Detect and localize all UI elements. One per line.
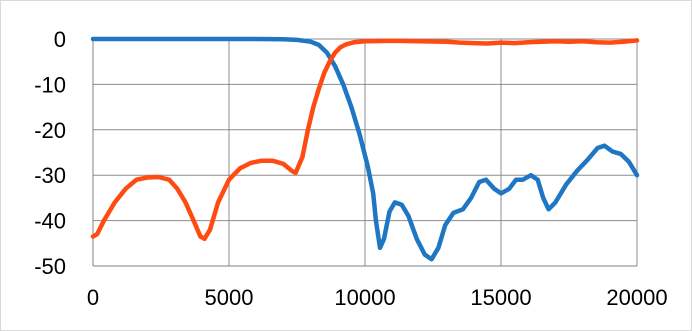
axes	[92, 39, 637, 267]
x-tick-label: 10000	[334, 285, 395, 310]
y-tick-label: -40	[34, 209, 66, 234]
series-line-1	[90, 36, 640, 262]
y-tick-label: -50	[34, 254, 66, 279]
x-tick-label: 20000	[606, 285, 667, 310]
x-tick-label: 5000	[205, 285, 254, 310]
y-tick-label: -30	[34, 163, 66, 188]
series-group	[90, 36, 640, 262]
y-tick-label: 0	[54, 27, 66, 52]
y-tick-label: -20	[34, 118, 66, 143]
x-tick-label: 0	[87, 285, 99, 310]
x-tick-labels: 0 5000 10000 15000 20000	[87, 285, 668, 310]
y-tick-label: -10	[34, 72, 66, 97]
series-line-2	[90, 38, 640, 242]
y-tick-labels: 0 -10 -20 -30 -40 -50	[34, 27, 66, 279]
x-tick-label: 15000	[470, 285, 531, 310]
